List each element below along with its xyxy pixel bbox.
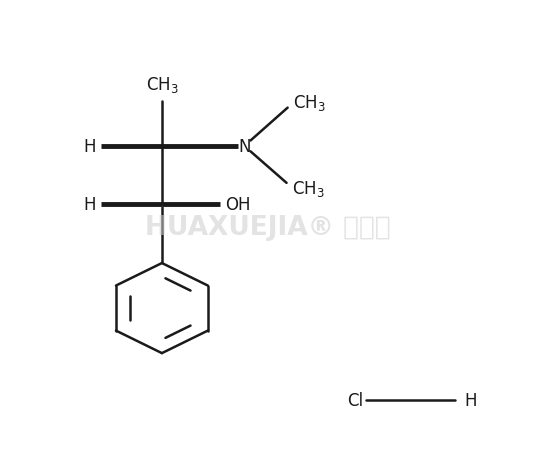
Text: OH: OH xyxy=(226,196,251,214)
Text: $\mathregular{CH_3}$: $\mathregular{CH_3}$ xyxy=(146,75,178,95)
Text: $\mathregular{CH_3}$: $\mathregular{CH_3}$ xyxy=(294,93,326,113)
Text: $\mathregular{CH_3}$: $\mathregular{CH_3}$ xyxy=(292,178,325,198)
Text: H: H xyxy=(464,392,477,410)
Text: H: H xyxy=(83,196,95,214)
Text: N: N xyxy=(238,137,250,156)
Text: H: H xyxy=(83,137,95,156)
Text: HUAXUEJIA® 化学加: HUAXUEJIA® 化学加 xyxy=(145,214,391,241)
Text: Cl: Cl xyxy=(347,392,363,410)
